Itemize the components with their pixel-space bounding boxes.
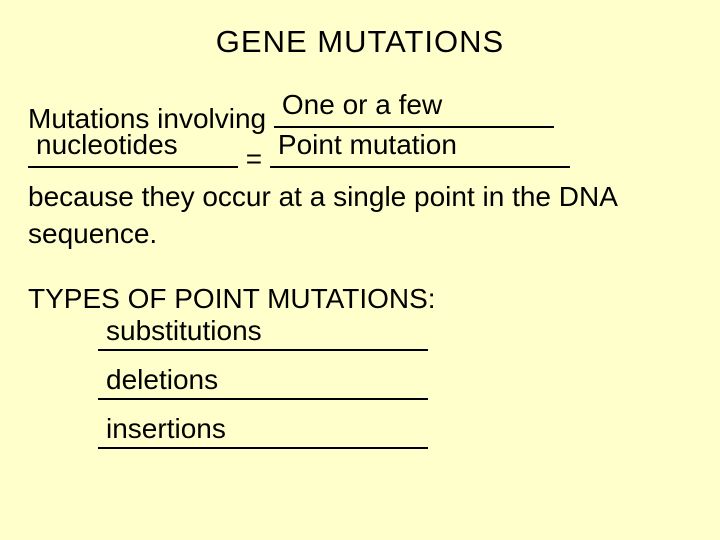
- type-line-1: substitutions: [98, 321, 692, 358]
- blank-one-or-a-few: One or a few: [274, 98, 554, 128]
- type-line-3: insertions: [98, 419, 692, 456]
- type-2-fill: deletions: [106, 364, 218, 396]
- blank-point-mutation-fill: Point mutation: [278, 126, 457, 164]
- equals-text: =: [238, 143, 270, 174]
- blank-nucleotides: nucleotides: [28, 138, 238, 168]
- slide-title: GENE MUTATIONS: [28, 24, 692, 60]
- types-heading: TYPES OF POINT MUTATIONS:: [28, 283, 692, 315]
- blank-type-3: insertions: [98, 419, 428, 449]
- type-line-2: deletions: [98, 370, 692, 407]
- type-1-fill: substitutions: [106, 315, 262, 347]
- blank-type-2: deletions: [98, 370, 428, 400]
- blank-point-mutation: Point mutation: [270, 138, 570, 168]
- definition-paragraph: Mutations involving One or a few nucleot…: [28, 98, 692, 253]
- para-tail: because they occur at a single point in …: [28, 181, 616, 250]
- slide: GENE MUTATIONS Mutations involving One o…: [0, 0, 720, 540]
- type-3-fill: insertions: [106, 413, 226, 445]
- blank-type-1: substitutions: [98, 321, 428, 351]
- blank-nucleotides-fill: nucleotides: [36, 126, 178, 164]
- blank-one-or-a-few-fill: One or a few: [282, 86, 442, 124]
